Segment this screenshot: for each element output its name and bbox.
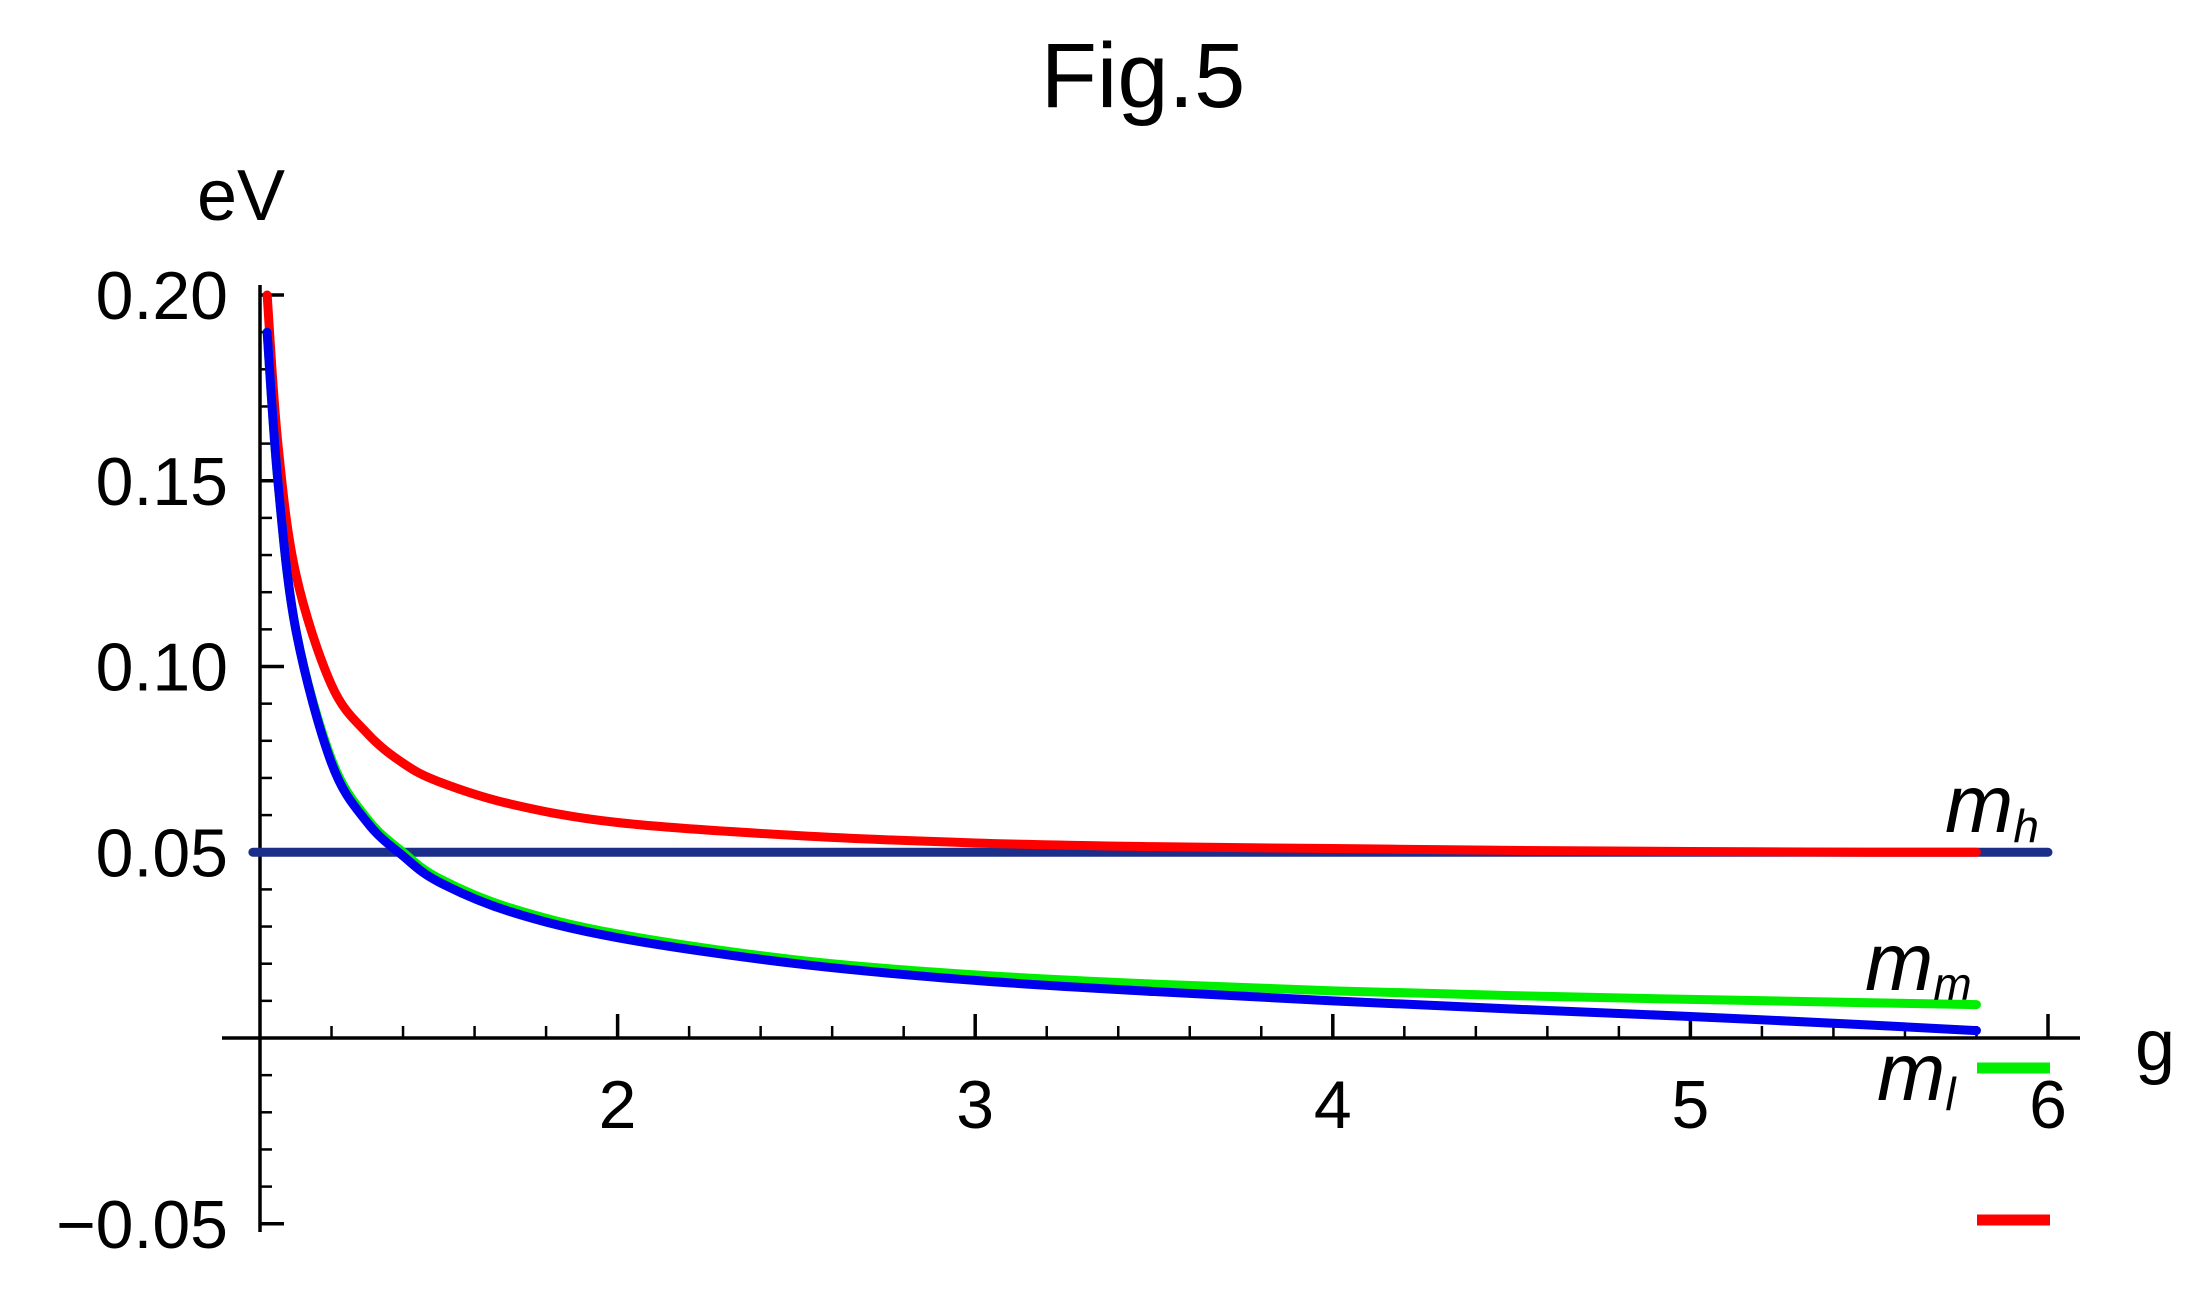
x-tick-label: 6 [2029, 1067, 2067, 1143]
series-label-subscript: h [2013, 800, 2039, 852]
y-tick-label: 0.20 [96, 258, 228, 334]
series-line-m-h [262, 290, 1981, 857]
ticks: 2 3 4 5 6 −0.05 0.05 0.10 0.15 0.20 [56, 258, 2067, 1263]
x-tick-label: 4 [1314, 1067, 1352, 1143]
y-tick-label: −0.05 [56, 1187, 228, 1263]
x-axis-label: g [2135, 1006, 2175, 1086]
y-tick-label: 0.15 [96, 444, 228, 520]
series-label-subscript: m [1933, 958, 1971, 1010]
y-axis-label: eV [197, 156, 285, 236]
series-label-m-m: mm [1865, 917, 1972, 1010]
axes [222, 285, 2080, 1232]
series-group [248, 290, 2053, 1036]
series-label-m-l: ml [1877, 1027, 1957, 1120]
x-tick-label: 3 [956, 1067, 994, 1143]
series-label-subscript: l [1945, 1068, 1957, 1120]
series-label-m-h: mh [1945, 759, 2039, 852]
y-tick-label: 0.05 [96, 815, 228, 891]
chart-title: Fig.5 [1041, 25, 1246, 127]
legend [1977, 1062, 2050, 1226]
x-tick-label: 5 [1671, 1067, 1709, 1143]
series-line-m-l [262, 327, 1981, 1036]
series-line-m-m [262, 327, 1981, 1010]
y-tick-label: 0.10 [96, 630, 228, 706]
x-tick-label: 2 [599, 1067, 637, 1143]
